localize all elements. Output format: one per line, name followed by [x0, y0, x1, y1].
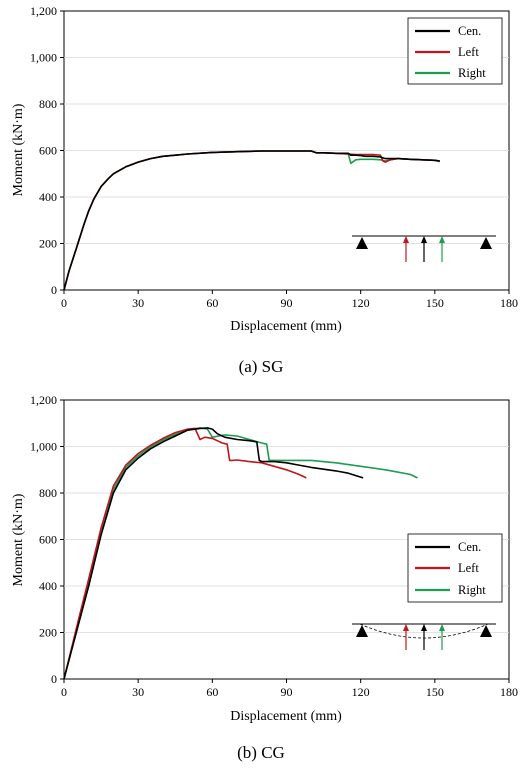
support-left-icon [356, 625, 368, 637]
arrowhead-center-icon [421, 624, 427, 631]
series-group-sg [63, 150, 441, 291]
x-tick-label: 60 [206, 685, 218, 699]
x-tick-label: 120 [352, 685, 370, 699]
y-tick-label: 1,000 [30, 51, 57, 65]
tick-labels-sg: 0 200 400 600 800 1,000 1,200 0 30 60 90 120 150 180 [30, 4, 518, 310]
y-axis-label-sg: Moment (kN·m) [11, 103, 26, 196]
legend-sg: Cen. Left Right [407, 17, 503, 85]
y-tick-label: 200 [39, 237, 57, 251]
arrowhead-left-icon [403, 624, 409, 631]
legend-label-left-cg: Left [458, 561, 479, 575]
support-left-icon [356, 237, 368, 249]
series-line-right [63, 150, 441, 291]
legend-cg: Cen. Left Right [407, 533, 503, 603]
series-group-cg [63, 427, 418, 680]
legend-label-right-cg: Right [458, 583, 486, 597]
y-tick-label: 200 [39, 626, 57, 640]
arrowhead-center-icon [421, 236, 427, 243]
x-tick-label: 0 [61, 296, 67, 310]
y-tick-label: 400 [39, 190, 57, 204]
y-tick-label: 800 [39, 486, 57, 500]
x-tick-label: 60 [206, 296, 218, 310]
x-tick-label: 30 [132, 296, 144, 310]
x-axis-label-cg: Displacement (mm) [230, 709, 342, 724]
caption-sg: (a) SG [239, 357, 284, 376]
arrowhead-right-icon [439, 236, 445, 243]
x-axis-label-sg: Displacement (mm) [230, 319, 342, 334]
x-tick-label: 150 [426, 296, 444, 310]
arrowhead-right-icon [439, 624, 445, 631]
x-tick-label: 0 [61, 685, 67, 699]
y-tick-label: 400 [39, 579, 57, 593]
y-axis-label-cg: Moment (kN·m) [11, 493, 26, 586]
y-tick-label: 800 [39, 97, 57, 111]
x-tick-label: 150 [426, 685, 444, 699]
x-tick-label: 180 [500, 685, 518, 699]
x-tick-label: 90 [281, 296, 293, 310]
series-line-cen [63, 427, 364, 680]
caption-cg: (b) CG [237, 743, 285, 762]
x-tick-label: 180 [500, 296, 518, 310]
x-tick-label: 90 [281, 685, 293, 699]
beam-schematic-sg [352, 235, 496, 262]
y-tick-label: 1,000 [30, 440, 57, 454]
y-tick-label: 0 [51, 283, 57, 297]
legend-label-cen-cg: Cen. [458, 540, 481, 554]
series-line-cen [63, 150, 440, 291]
series-line-left [63, 427, 307, 680]
y-tick-label: 0 [51, 672, 57, 686]
y-tick-label: 1,200 [30, 393, 57, 407]
series-line-right [63, 427, 418, 680]
x-tick-label: 120 [352, 296, 370, 310]
x-tick-label: 30 [132, 685, 144, 699]
beam-schematic-cg [352, 623, 496, 650]
y-tick-label: 600 [39, 533, 57, 547]
tick-labels-cg: 0 200 400 600 800 1,000 1,200 0 30 60 90 120 150 180 [30, 393, 518, 699]
legend-label-left-sg: Left [458, 45, 479, 59]
series-line-left [63, 150, 440, 291]
legend-label-right-sg: Right [458, 66, 486, 80]
support-right-icon [480, 237, 492, 249]
support-right-icon [480, 625, 492, 637]
arrowhead-left-icon [403, 236, 409, 243]
y-tick-label: 1,200 [30, 4, 57, 18]
legend-label-cen-sg: Cen. [458, 24, 481, 38]
y-tick-label: 600 [39, 144, 57, 158]
